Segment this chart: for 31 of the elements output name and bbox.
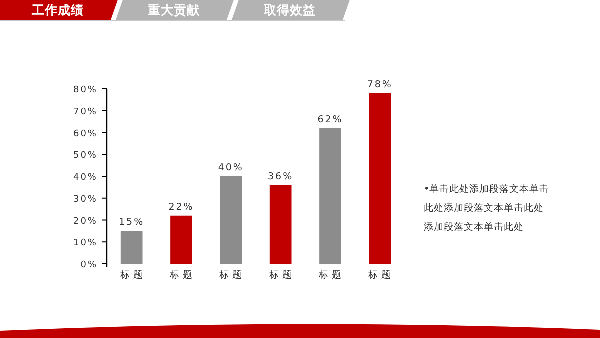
y-tick-label: 40% [73, 173, 98, 183]
x-tick-label: 标 题 [168, 269, 194, 281]
text: 取得效益 [263, 2, 316, 18]
y-tick-label: 0% [80, 260, 98, 270]
data-label: 15% [119, 217, 145, 228]
text: •单击此处添加段落文本单击此处添加段落文本单击此处添加段落文本单击此处 [424, 183, 551, 235]
data-label: 40% [218, 162, 244, 174]
data-label: 78% [367, 79, 393, 90]
data-label: 36% [268, 171, 294, 182]
bar [320, 128, 342, 264]
bar [369, 93, 392, 264]
x-tick-label: 标 题 [268, 269, 292, 281]
y-tick-label: 20% [73, 216, 98, 227]
x-tick-label: 标 题 [119, 269, 144, 281]
y-tick-label: 50% [73, 151, 98, 162]
bar [120, 231, 143, 264]
y-tick-label: 30% [73, 194, 98, 205]
x-tick-label: 标 题 [368, 269, 392, 281]
x-tick-label: 标 题 [318, 269, 342, 281]
bar [220, 176, 242, 264]
y-tick-label: 80% [73, 86, 98, 96]
data-label: 22% [168, 202, 194, 213]
x-tick-label: 标 题 [218, 269, 243, 281]
bar [170, 216, 192, 264]
bar [270, 185, 292, 264]
text: 重大贡献 [147, 2, 201, 18]
text: 工作成绩 [31, 2, 84, 18]
y-tick-label: 70% [73, 107, 98, 118]
y-tick-label: 10% [73, 238, 98, 249]
y-tick-label: 60% [73, 129, 98, 140]
data-label: 62% [318, 114, 344, 126]
